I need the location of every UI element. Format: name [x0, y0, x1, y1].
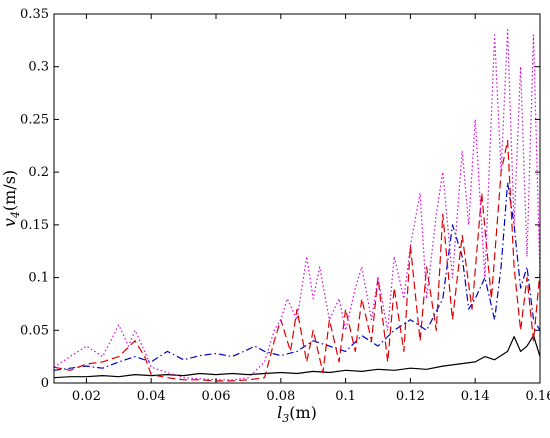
x-axis-label-var: l — [277, 403, 282, 422]
y-tick-label: 0 — [41, 376, 49, 391]
y-tick-label: 0.25 — [20, 112, 49, 127]
series-line-1 — [53, 335, 541, 379]
y-axis: 0 0.05 0.1 0.15 0.2 0.25 0.3 0.35 — [20, 7, 540, 391]
x-tick-label: 0.02 — [72, 389, 101, 404]
y-tick-label: 0.1 — [28, 271, 49, 286]
y-tick-label: 0.15 — [20, 218, 49, 233]
y-axis-label-unit: (m/s) — [0, 170, 19, 211]
x-tick-label: 0.16 — [526, 389, 550, 404]
x-axis: 0.02 0.04 0.06 0.08 0.1 0.12 0.14 0.16 — [72, 14, 550, 404]
series-line-4 — [53, 29, 541, 381]
x-tick-label: 0.12 — [396, 389, 425, 404]
x-tick-label: 0.06 — [202, 389, 231, 404]
x-axis-label-sub: 3 — [282, 412, 289, 425]
plot-frame — [53, 13, 541, 384]
x-tick-label: 0.14 — [461, 389, 490, 404]
y-tick-label: 0.05 — [20, 323, 49, 338]
y-axis-label: v4(m/s) — [0, 170, 22, 227]
y-tick-label: 0.3 — [28, 60, 49, 75]
y-tick-label: 0.35 — [20, 7, 49, 22]
x-tick-label: 0.04 — [137, 389, 166, 404]
series-line-3 — [53, 139, 541, 382]
y-axis-label-var: v — [0, 218, 19, 227]
y-tick-label: 0.2 — [28, 165, 49, 180]
x-tick-label: 0.08 — [266, 389, 295, 404]
series-line-2 — [53, 182, 541, 371]
y-axis-label-sub: 4 — [9, 211, 22, 219]
plot-series — [53, 29, 541, 382]
x-tick-label: 0.1 — [335, 389, 356, 404]
x-axis-label: l3(m) — [277, 403, 317, 425]
x-axis-label-unit: (m) — [289, 403, 317, 422]
